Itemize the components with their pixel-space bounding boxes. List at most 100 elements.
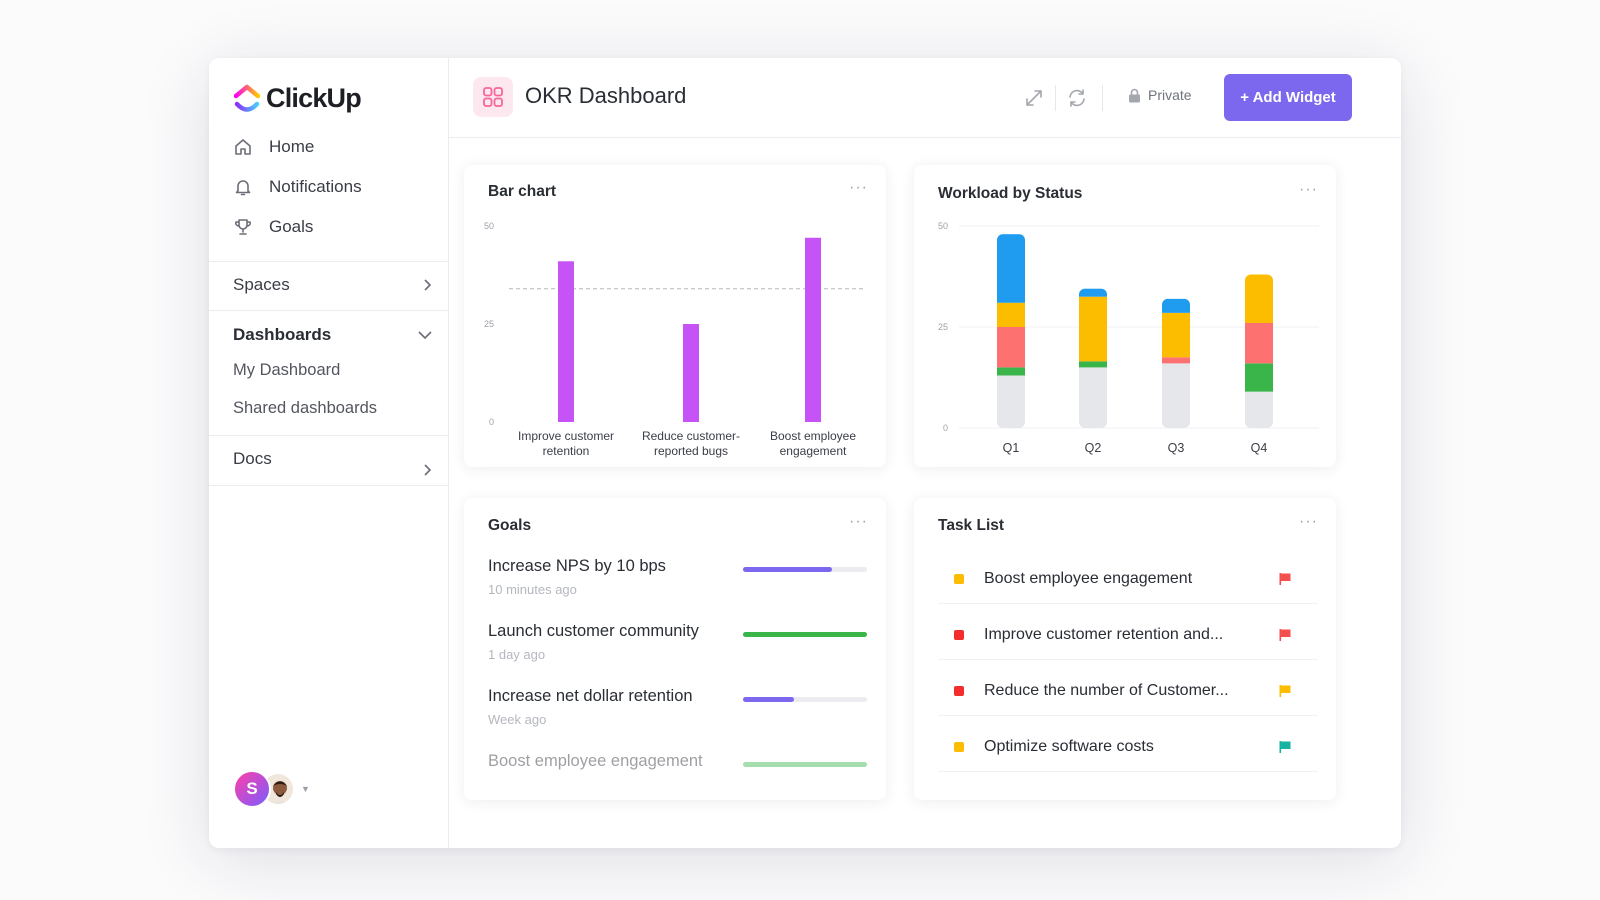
sidebar-item-label: Home xyxy=(269,137,315,156)
goal-name: Launch customer community xyxy=(488,622,699,640)
task-row[interactable]: Reduce the number of Customer... xyxy=(938,666,1318,716)
sidebar-section-docs[interactable]: Docs xyxy=(233,446,433,476)
docs-label: Docs xyxy=(233,449,272,468)
sidebar-item-home[interactable]: Home xyxy=(233,134,314,160)
y-tick-label: 50 xyxy=(938,221,948,231)
more-options-icon[interactable]: ··· xyxy=(1299,513,1318,530)
spaces-label: Spaces xyxy=(233,275,290,294)
user-avatars[interactable]: S ▼ xyxy=(233,770,310,808)
bar-segment xyxy=(1162,298,1190,313)
task-row[interactable]: Optimize software costs xyxy=(938,722,1318,772)
flag-icon[interactable] xyxy=(1278,740,1292,754)
widget-title: Task List xyxy=(938,517,1005,534)
chevron-right-icon xyxy=(424,279,432,291)
expand-icon[interactable] xyxy=(1023,87,1045,109)
task-status-icon xyxy=(954,741,964,752)
goal-item[interactable]: Increase net dollar retention Week ago xyxy=(488,687,878,737)
refresh-icon[interactable] xyxy=(1066,87,1088,109)
task-name: Improve customer retention and... xyxy=(984,625,1224,643)
bar-segment xyxy=(997,367,1025,376)
dashboard-header: OKR Dashboard Private + Add Widget xyxy=(449,58,1401,138)
bar-segment xyxy=(1079,288,1107,297)
goal-time: 10 minutes ago xyxy=(488,582,577,597)
x-tick-label: Q1 xyxy=(1003,441,1020,455)
task-name: Optimize software costs xyxy=(984,737,1154,755)
sidebar-item-notifications[interactable]: Notifications xyxy=(233,174,362,200)
avatar[interactable]: S xyxy=(233,770,271,808)
dashboards-label: Dashboards xyxy=(233,325,332,344)
y-tick-label: 50 xyxy=(484,221,494,231)
goal-item[interactable]: Boost employee engagement xyxy=(488,752,878,802)
task-row[interactable]: Improve customer retention and... xyxy=(938,610,1318,660)
x-tick-label: retention xyxy=(543,444,590,458)
bar-chart-widget: Bar chart ··· 0 25 50 Improve customer reten… xyxy=(464,165,886,467)
sidebar-item-label: Goals xyxy=(269,217,314,236)
goal-progress-track xyxy=(743,567,867,572)
sidebar-section-spaces[interactable]: Spaces xyxy=(233,272,433,298)
flag-icon[interactable] xyxy=(1278,572,1292,586)
sidebar-item-my-dashboard[interactable]: My Dashboard xyxy=(233,361,341,379)
more-options-icon[interactable]: ··· xyxy=(849,513,868,530)
sidebar: ClickUp Home Notifications Goals Spaces … xyxy=(209,58,449,848)
goal-name: Increase NPS by 10 bps xyxy=(488,557,666,575)
task-row[interactable]: Boost employee engagement xyxy=(938,554,1318,604)
sidebar-item-goals[interactable]: Goals xyxy=(233,214,313,240)
bar-segment xyxy=(1162,312,1190,358)
task-name: Reduce the number of Customer... xyxy=(984,681,1229,699)
goal-progress-fill xyxy=(743,567,833,572)
clickup-logo[interactable]: ClickUp xyxy=(234,83,362,114)
task-status-icon xyxy=(954,573,964,584)
lock-icon xyxy=(1129,88,1140,102)
stacked-bar xyxy=(997,234,1025,428)
more-options-icon[interactable]: ··· xyxy=(849,179,868,196)
sidebar-item-shared-dashboards[interactable]: Shared dashboards xyxy=(233,399,378,417)
bar-segment xyxy=(1245,391,1273,428)
private-label: Private xyxy=(1148,87,1192,103)
bar-segment xyxy=(997,327,1025,368)
goal-item[interactable]: Launch customer community 1 day ago xyxy=(488,622,878,672)
stacked-bar xyxy=(1245,274,1273,428)
x-tick-label: Q4 xyxy=(1251,441,1268,455)
bar-segment xyxy=(1079,361,1107,368)
y-tick-label: 25 xyxy=(938,322,948,332)
x-tick-label: reported bugs xyxy=(654,444,728,458)
y-tick-label: 0 xyxy=(489,417,494,427)
clickup-logo-icon xyxy=(234,84,260,112)
goals-widget: Goals ··· Increase NPS by 10 bps 10 minu… xyxy=(464,498,886,800)
flag-icon[interactable] xyxy=(1278,684,1292,698)
bar xyxy=(683,324,699,422)
goal-item[interactable]: Increase NPS by 10 bps 10 minutes ago xyxy=(488,557,878,607)
sidebar-item-label: Notifications xyxy=(269,177,362,196)
bar xyxy=(558,261,574,422)
bar-segment xyxy=(1245,322,1273,364)
more-options-icon[interactable]: ··· xyxy=(1299,181,1318,198)
chevron-right-icon xyxy=(424,464,432,476)
flag-icon[interactable] xyxy=(1278,628,1292,642)
sidebar-divider xyxy=(209,485,449,486)
goal-progress-track xyxy=(743,697,867,702)
page-title: OKR Dashboard xyxy=(525,83,687,108)
bar xyxy=(805,237,821,422)
bar-segment xyxy=(1079,367,1107,428)
goal-progress-track xyxy=(743,632,867,637)
app-window: ClickUp Home Notifications Goals Spaces … xyxy=(209,58,1401,848)
sidebar-divider xyxy=(209,435,449,436)
privacy-toggle[interactable]: Private xyxy=(1128,87,1192,103)
sidebar-section-dashboards[interactable]: Dashboards xyxy=(233,322,433,348)
widget-title: Workload by Status xyxy=(938,185,1083,202)
bar-segment xyxy=(997,234,1025,303)
goal-progress-track xyxy=(743,762,867,767)
caret-down-icon[interactable]: ▼ xyxy=(301,784,310,794)
dashboard-icon xyxy=(473,77,513,117)
task-status-icon xyxy=(954,629,964,640)
goal-progress-fill xyxy=(743,697,794,702)
goal-progress-fill xyxy=(743,632,867,637)
workload-chart: 0 25 50 Q1 Q2 Q3 Q4 xyxy=(938,221,1319,455)
y-tick-label: 0 xyxy=(943,423,948,433)
x-tick-label: Q2 xyxy=(1085,441,1102,455)
add-widget-button[interactable]: + Add Widget xyxy=(1224,74,1352,121)
header-separator xyxy=(1055,85,1056,111)
bar-segment xyxy=(997,302,1025,327)
goal-time: Week ago xyxy=(488,712,547,727)
